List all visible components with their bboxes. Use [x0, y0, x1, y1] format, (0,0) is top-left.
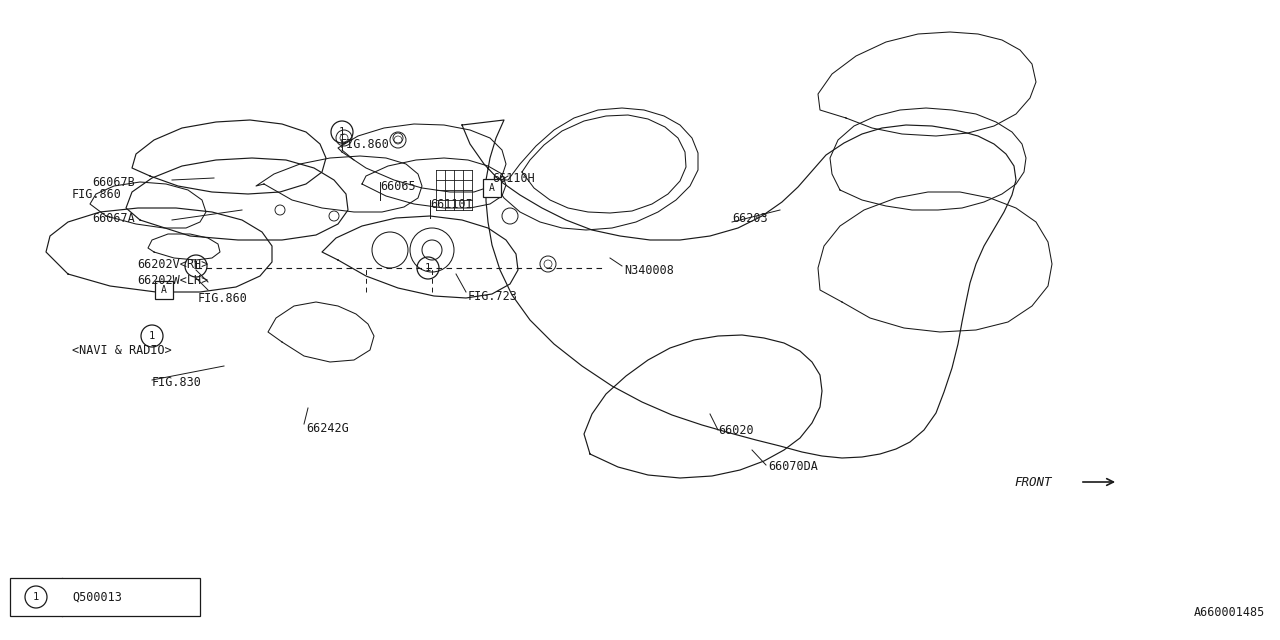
Bar	[483, 179, 500, 197]
Text: 1: 1	[33, 592, 40, 602]
Text: <NAVI & RADIO>: <NAVI & RADIO>	[72, 344, 172, 356]
Text: A: A	[489, 183, 495, 193]
Text: FRONT: FRONT	[1015, 476, 1052, 488]
Bar	[155, 281, 173, 299]
Text: FIG.860: FIG.860	[72, 188, 122, 200]
Text: 66067B: 66067B	[92, 175, 134, 189]
Text: 1: 1	[339, 127, 346, 137]
Text: 1: 1	[425, 263, 431, 273]
Text: 66070DA: 66070DA	[768, 460, 818, 472]
Text: A660001485: A660001485	[1194, 605, 1265, 618]
Text: 66202W<LH>: 66202W<LH>	[137, 273, 209, 287]
Bar	[10, 578, 200, 616]
Text: 66202V<RH>: 66202V<RH>	[137, 257, 209, 271]
Text: FIG.860: FIG.860	[198, 291, 248, 305]
Text: FIG.723: FIG.723	[468, 289, 518, 303]
Text: 66067A: 66067A	[92, 211, 134, 225]
Text: 1: 1	[148, 331, 155, 341]
Text: 1: 1	[193, 261, 200, 271]
Text: 66203: 66203	[732, 211, 768, 225]
Text: 66065: 66065	[380, 179, 416, 193]
Text: 66110H: 66110H	[492, 172, 535, 184]
Text: 66020: 66020	[718, 424, 754, 436]
Text: N340008: N340008	[625, 264, 673, 276]
Text: FIG.830: FIG.830	[152, 376, 202, 388]
Text: A: A	[161, 285, 166, 295]
Text: FIG.860: FIG.860	[340, 138, 390, 150]
Text: Q500013: Q500013	[72, 591, 122, 604]
Text: 66242G: 66242G	[306, 422, 348, 435]
Text: 66110I: 66110I	[430, 198, 472, 211]
